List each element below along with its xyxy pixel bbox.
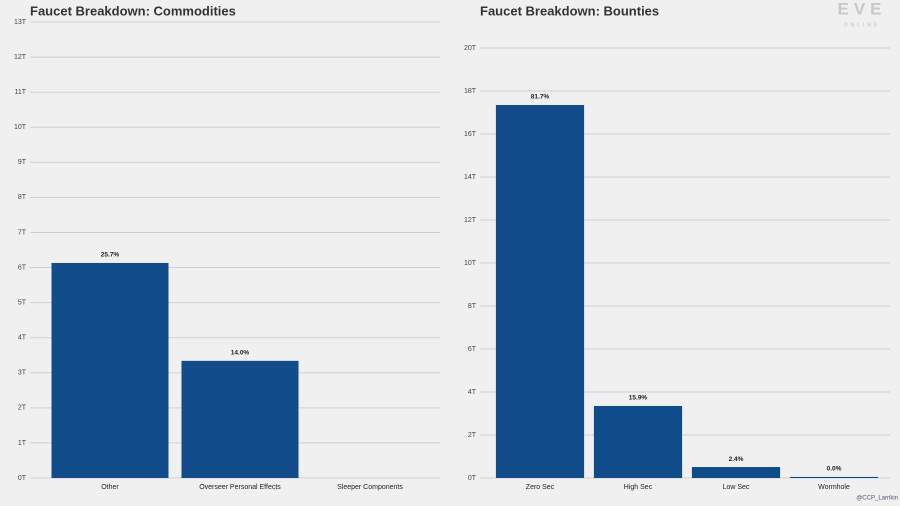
y-tick-label: 8T xyxy=(468,303,477,310)
y-tick-label: 1T xyxy=(18,440,27,447)
y-tick-label: 11T xyxy=(14,89,26,96)
y-tick-label: 6T xyxy=(18,264,27,271)
bar-label: 2.4% xyxy=(729,456,744,463)
x-tick-label: High Sec xyxy=(624,484,653,491)
y-tick-label: 4T xyxy=(18,335,27,342)
y-tick-label: 7T xyxy=(18,229,27,236)
logo-sub: ONLINE xyxy=(844,22,881,28)
y-tick-label: 10T xyxy=(14,124,27,131)
bar xyxy=(691,467,781,478)
y-tick-label: 2T xyxy=(468,432,477,439)
bar-label: 14.0% xyxy=(231,350,250,357)
y-tick-label: 20T xyxy=(464,45,477,52)
credit: @CCP_Larrikin xyxy=(856,496,898,502)
y-tick-label: 12T xyxy=(464,217,477,224)
x-tick-label: Overseer Personal Effects xyxy=(199,484,281,491)
y-tick-label: 18T xyxy=(464,88,477,95)
y-tick-label: 8T xyxy=(18,194,27,201)
bar xyxy=(181,360,299,478)
bar-label: 25.7% xyxy=(101,252,120,259)
y-tick-label: 4T xyxy=(468,389,477,396)
y-tick-label: 14T xyxy=(464,174,477,181)
x-tick-label: Other xyxy=(101,484,119,491)
y-tick-label: 16T xyxy=(464,131,477,138)
bar xyxy=(593,405,683,478)
y-tick-label: 0T xyxy=(18,475,27,482)
bar xyxy=(495,104,585,478)
y-tick-label: 0T xyxy=(468,475,477,482)
x-tick-label: Wormhole xyxy=(818,484,850,491)
y-tick-label: 10T xyxy=(464,260,477,267)
x-tick-label: Sleeper Components xyxy=(337,484,403,491)
bar-label: 81.7% xyxy=(531,94,550,101)
chart-title: Faucet Breakdown: Commodities xyxy=(30,3,236,18)
logo: EVE xyxy=(837,0,886,18)
y-tick-label: 13T xyxy=(14,19,27,26)
x-tick-label: Low Sec xyxy=(723,484,750,491)
y-tick-label: 12T xyxy=(14,54,27,61)
bar xyxy=(51,262,169,478)
y-tick-label: 3T xyxy=(18,370,27,377)
y-tick-label: 9T xyxy=(18,159,27,166)
bar-label: 0.0% xyxy=(827,466,842,473)
y-tick-label: 6T xyxy=(468,346,477,353)
y-tick-label: 2T xyxy=(18,405,27,412)
y-tick-label: 5T xyxy=(18,299,27,306)
x-tick-label: Zero Sec xyxy=(526,484,555,491)
chart-title: Faucet Breakdown: Bounties xyxy=(480,3,659,18)
bar-label: 15.9% xyxy=(629,395,648,402)
bar xyxy=(789,476,879,478)
